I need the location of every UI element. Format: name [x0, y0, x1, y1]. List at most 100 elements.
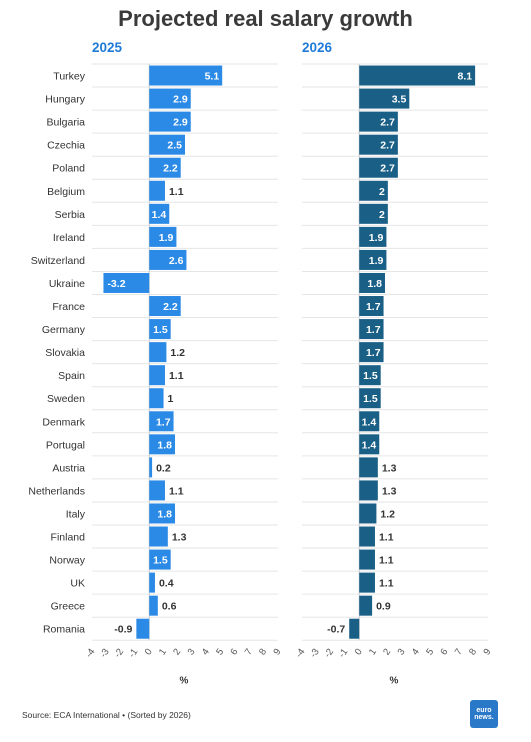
- category-label-france: France: [52, 301, 85, 313]
- data-label: 1.1: [379, 578, 394, 590]
- bar-2025-Portugal: [149, 434, 175, 455]
- bar-2025-Switzerland: [149, 249, 187, 270]
- bar-2026-Ukraine: [359, 272, 385, 293]
- x-tick-label: -1: [337, 647, 351, 660]
- bar-2025-Belgium: [149, 180, 165, 201]
- category-label-uk: UK: [70, 578, 85, 590]
- data-label: 1.8: [367, 278, 382, 290]
- euronews-logo: euro news.: [470, 700, 498, 728]
- x-tick-label: 2: [381, 647, 393, 658]
- bar-2025-Ukraine: [103, 272, 150, 293]
- category-label-ukraine: Ukraine: [49, 278, 85, 290]
- bar-2026-Serbia: [359, 203, 388, 224]
- bar-2026-Finland: [359, 526, 375, 547]
- x-tick-label: -2: [112, 647, 126, 660]
- bar-2026-Belgium: [359, 180, 388, 201]
- x-tick-label: 1: [367, 647, 379, 658]
- category-label-switzerland: Switzerland: [31, 255, 85, 267]
- data-label: 5.1: [205, 71, 220, 83]
- data-label: 0.2: [156, 462, 171, 474]
- data-label: 1.1: [379, 532, 394, 544]
- bar-2025-Italy: [149, 503, 175, 524]
- category-label-netherlands: Netherlands: [28, 485, 85, 497]
- x-tick-label: -4: [294, 647, 308, 660]
- category-label-czechia: Czechia: [47, 140, 85, 152]
- bar-2025-France: [149, 296, 181, 317]
- data-label: 1.1: [169, 186, 184, 198]
- x-tick-label: 2: [171, 647, 183, 658]
- bar-2026-Italy: [359, 503, 377, 524]
- x-axis-label: %: [180, 675, 189, 686]
- bar-2026-Bulgaria: [359, 111, 398, 132]
- data-label: 2.2: [163, 301, 178, 313]
- bar-2025-Germany: [149, 319, 171, 340]
- bar-2026-Spain: [359, 365, 381, 386]
- x-tick-label: -1: [127, 647, 141, 660]
- data-label: 1.7: [156, 416, 171, 428]
- bar-2026-Austria: [359, 457, 378, 478]
- logo-line-1: euro: [476, 707, 492, 714]
- data-label: 1.9: [369, 255, 384, 267]
- data-label: 2: [379, 186, 385, 198]
- bar-2026-Ireland: [359, 226, 387, 247]
- data-label: 2.7: [380, 140, 395, 152]
- data-label: -0.9: [114, 624, 132, 636]
- x-tick-label: 5: [214, 647, 226, 658]
- data-label: 1.2: [380, 508, 395, 520]
- bar-2026-Denmark: [359, 411, 380, 432]
- data-label: 1.7: [366, 324, 381, 336]
- data-label: -3.2: [107, 278, 125, 290]
- bar-2026-Switzerland: [359, 249, 387, 270]
- category-label-portugal: Portugal: [46, 439, 85, 451]
- data-label: 1.1: [169, 485, 184, 497]
- data-label: 1.3: [382, 485, 397, 497]
- bar-2025-Spain: [149, 365, 165, 386]
- x-tick-label: 3: [396, 647, 408, 658]
- x-tick-label: 5: [424, 647, 436, 658]
- data-label: 1.3: [382, 462, 397, 474]
- data-label: 1.5: [363, 393, 378, 405]
- bar-2025-Denmark: [149, 411, 174, 432]
- bar-2026-Slovakia: [359, 342, 384, 363]
- x-tick-label: 6: [228, 647, 240, 658]
- bar-2026-Poland: [359, 157, 398, 178]
- x-tick-label: 7: [453, 647, 465, 658]
- category-label-belgium: Belgium: [47, 186, 85, 198]
- bar-2026-Norway: [359, 549, 375, 570]
- category-label-germany: Germany: [42, 324, 86, 336]
- category-label-slovakia: Slovakia: [45, 347, 85, 359]
- data-label: 0.6: [162, 601, 177, 613]
- bar-2025-Netherlands: [149, 480, 165, 501]
- data-label: 1.8: [157, 439, 172, 451]
- data-label: 3.5: [392, 94, 407, 106]
- x-tick-label: 1: [157, 647, 169, 658]
- data-label: 1.4: [362, 416, 377, 428]
- category-label-norway: Norway: [49, 555, 85, 567]
- data-label: 1.9: [369, 232, 384, 244]
- category-label-spain: Spain: [58, 370, 85, 382]
- bar-2026-Czechia: [359, 134, 398, 155]
- panel-title-2025: 2025: [92, 40, 123, 55]
- data-label: 2.2: [163, 163, 178, 175]
- data-label: 1.9: [159, 232, 174, 244]
- chart-title: Projected real salary growth: [118, 6, 413, 31]
- x-tick-label: 8: [257, 647, 269, 658]
- data-label: 2.9: [173, 117, 188, 129]
- category-label-sweden: Sweden: [47, 393, 85, 405]
- data-label: 1.5: [153, 324, 168, 336]
- bar-2025-UK: [149, 572, 155, 593]
- bar-2025-Norway: [149, 549, 171, 570]
- category-label-turkey: Turkey: [53, 71, 85, 83]
- x-axis-label: %: [390, 675, 399, 686]
- x-tick-label: 9: [271, 647, 283, 658]
- x-tick-label: 0: [353, 647, 365, 658]
- panel-title-2026: 2026: [302, 40, 333, 55]
- bar-2026-Germany: [359, 319, 384, 340]
- bar-2026-France: [359, 296, 384, 317]
- category-label-denmark: Denmark: [42, 416, 85, 428]
- bar-2025-Hungary: [149, 88, 191, 109]
- category-label-poland: Poland: [52, 163, 85, 175]
- bar-2025-Austria: [149, 457, 153, 478]
- data-label: 2.7: [380, 117, 395, 129]
- data-label: 1.1: [169, 370, 184, 382]
